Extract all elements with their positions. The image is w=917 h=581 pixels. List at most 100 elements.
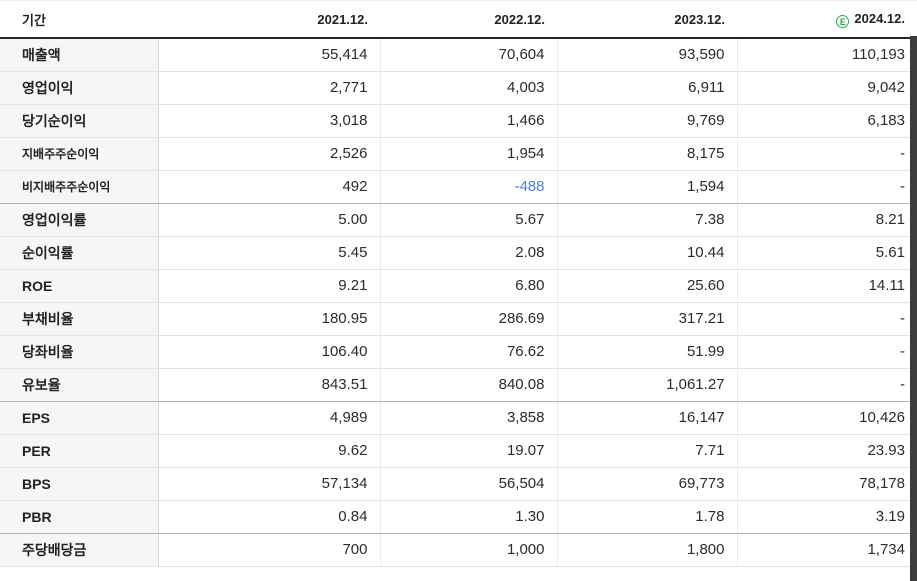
value-cell: 76.62 <box>379 335 557 369</box>
table-right-border <box>910 36 917 581</box>
value-cell: 25.60 <box>556 269 737 303</box>
row-label: 지배주주순이익 <box>0 137 159 171</box>
period-header: 기간 <box>0 0 158 39</box>
row-label: 매출액 <box>0 38 159 72</box>
value-cell: 700 <box>158 533 380 567</box>
value-cell: 2.08 <box>379 236 557 270</box>
value-cell: 69,773 <box>556 467 737 501</box>
value-cell: 4,003 <box>379 71 557 105</box>
value-cell: -488 <box>379 170 557 204</box>
row-label: 유보율 <box>0 368 159 402</box>
value-cell: 9.21 <box>158 269 380 303</box>
value-cell: 1,061.27 <box>556 368 737 402</box>
row-label: BPS <box>0 467 159 501</box>
value-cell: 0.84 <box>158 500 380 534</box>
table-row: PER 9.62 19.07 7.71 23.93 <box>0 434 917 468</box>
value-cell: 56,504 <box>379 467 557 501</box>
row-label: 당기순이익 <box>0 104 159 138</box>
value-cell: 317.21 <box>556 302 737 336</box>
value-cell: 6,183 <box>736 104 917 138</box>
table-row: 주당배당금 700 1,000 1,800 1,734 <box>0 533 917 567</box>
value-cell: 8.21 <box>736 203 917 237</box>
value-cell: 23.93 <box>736 434 917 468</box>
table-row: 유보율 843.51 840.08 1,061.27- <box>0 368 917 402</box>
value-cell: 8,175 <box>556 137 737 171</box>
financial-summary-table: 기간 2021.12. 2022.12. 2023.12. E 2024.12. 매출액… <box>0 0 917 567</box>
value-cell: 1,000 <box>379 533 557 567</box>
value-cell: 1.30 <box>379 500 557 534</box>
value-cell: 1,800 <box>556 533 737 567</box>
table-row: 당기순이익 3,018 1,466 9,769 6,183 <box>0 104 917 138</box>
value-cell: 3.19 <box>736 500 917 534</box>
table-row: 지배주주순이익 2,526 1,954 8,175- <box>0 137 917 171</box>
value-cell: 19.07 <box>379 434 557 468</box>
value-cell: 5.45 <box>158 236 380 270</box>
row-label: 비지배주주순이익 <box>0 170 159 204</box>
value-cell: 3,858 <box>379 401 557 435</box>
value-cell: 5.00 <box>158 203 380 237</box>
value-cell: 110,193 <box>736 38 917 72</box>
table-row: 비지배주주순이익 492 -488 1,594- <box>0 170 917 204</box>
year-header: E 2024.12. <box>737 0 917 39</box>
value-cell: 843.51 <box>158 368 380 402</box>
row-label: 영업이익 <box>0 71 159 105</box>
value-cell: 7.38 <box>556 203 737 237</box>
value-cell: 492 <box>158 170 380 204</box>
row-label: 당좌비율 <box>0 335 159 369</box>
table-row: 영업이익 2,771 4,003 6,911 9,042 <box>0 71 917 105</box>
row-label: 주당배당금 <box>0 533 159 567</box>
value-cell: 1,466 <box>379 104 557 138</box>
value-cell: - <box>736 335 917 369</box>
value-cell: 9,042 <box>736 71 917 105</box>
value-cell: 1,594 <box>556 170 737 204</box>
row-label: PER <box>0 434 159 468</box>
value-cell: 9,769 <box>556 104 737 138</box>
value-cell: 93,590 <box>556 38 737 72</box>
table-row: PBR 0.84 1.30 1.78 3.19 <box>0 500 917 534</box>
row-label: 부채비율 <box>0 302 159 336</box>
value-cell: 106.40 <box>158 335 380 369</box>
table-row: 매출액 55,414 70,604 93,590 110,193 <box>0 38 917 72</box>
value-cell: 1.78 <box>556 500 737 534</box>
value-cell: - <box>736 137 917 171</box>
value-cell: 6,911 <box>556 71 737 105</box>
year-header: 2021.12. <box>158 0 380 39</box>
value-cell: 10,426 <box>736 401 917 435</box>
value-cell: 16,147 <box>556 401 737 435</box>
year-header: 2022.12. <box>380 0 557 39</box>
value-cell: 51.99 <box>556 335 737 369</box>
table-row: EPS 4,989 3,858 16,147 10,426 <box>0 401 917 435</box>
value-cell: 14.11 <box>736 269 917 303</box>
row-label: PBR <box>0 500 159 534</box>
estimate-icon: E <box>836 14 850 28</box>
row-label: EPS <box>0 401 159 435</box>
table-row: 당좌비율 106.40 76.62 51.99- <box>0 335 917 369</box>
value-cell: 57,134 <box>158 467 380 501</box>
value-cell: 2,526 <box>158 137 380 171</box>
value-cell: 70,604 <box>379 38 557 72</box>
table-row: BPS 57,134 56,504 69,773 78,178 <box>0 467 917 501</box>
row-label: 순이익률 <box>0 236 159 270</box>
value-cell: 286.69 <box>379 302 557 336</box>
value-cell: 840.08 <box>379 368 557 402</box>
header-row: 기간 2021.12. 2022.12. 2023.12. E 2024.12. <box>0 0 917 39</box>
value-cell: 9.62 <box>158 434 380 468</box>
value-cell: 3,018 <box>158 104 380 138</box>
table-row: 부채비율 180.95 286.69 317.21- <box>0 302 917 336</box>
table-row: 영업이익률 5.00 5.67 7.38 8.21 <box>0 203 917 237</box>
value-cell: - <box>736 368 917 402</box>
value-cell: 5.67 <box>379 203 557 237</box>
year-header: 2023.12. <box>557 0 737 39</box>
value-cell: 2,771 <box>158 71 380 105</box>
value-cell: 10.44 <box>556 236 737 270</box>
value-cell: 6.80 <box>379 269 557 303</box>
value-cell: 4,989 <box>158 401 380 435</box>
value-cell: 78,178 <box>736 467 917 501</box>
value-cell: - <box>736 302 917 336</box>
value-cell: 7.71 <box>556 434 737 468</box>
value-cell: 1,954 <box>379 137 557 171</box>
row-label: 영업이익률 <box>0 203 159 237</box>
value-cell: 1,734 <box>736 533 917 567</box>
value-cell: 5.61 <box>736 236 917 270</box>
table-row: ROE 9.21 6.80 25.60 14.11 <box>0 269 917 303</box>
